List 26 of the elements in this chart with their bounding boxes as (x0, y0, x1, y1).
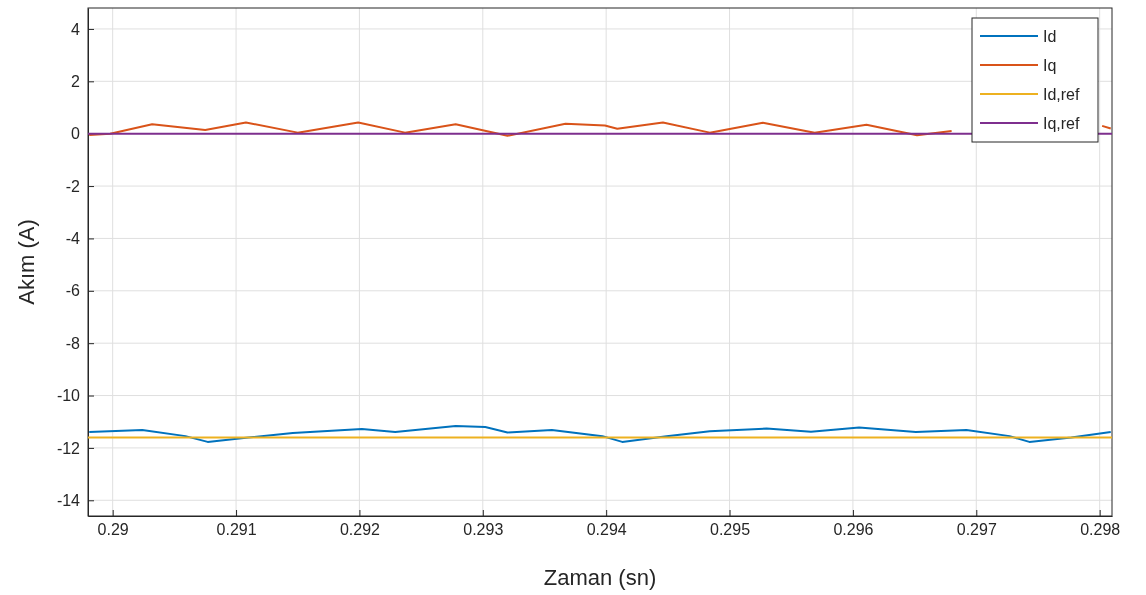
legend-label: Iq,ref (1043, 115, 1081, 132)
y-tick-label: 0 (71, 125, 81, 143)
x-tick-label: 0.296 (833, 521, 874, 539)
x-tick-label: 0.29 (97, 521, 129, 539)
x-tick-label: 0.294 (586, 521, 627, 539)
y-tick-label: -6 (65, 282, 81, 300)
y-tick-label: -8 (65, 334, 81, 352)
legend-label: Id,ref (1043, 86, 1081, 103)
x-tick-label: 0.295 (710, 521, 751, 539)
x-axis-title: Zaman (sn) (543, 565, 657, 590)
x-tick-label: 0.291 (216, 521, 257, 539)
x-tick-label: 0.293 (463, 521, 504, 539)
line-series (88, 424, 1112, 443)
x-tick-label: 0.292 (339, 521, 381, 539)
y-tick-label: 2 (71, 72, 81, 90)
y-tick-label: -14 (56, 491, 81, 509)
y-tick-label: -4 (65, 230, 81, 248)
y-tick-label: -12 (56, 439, 81, 457)
y-axis-title: Akım (A) (14, 219, 39, 305)
y-tick-label: -10 (56, 387, 81, 405)
legend-label: Id (1043, 28, 1057, 45)
x-tick-label: 0.297 (956, 521, 997, 539)
y-tick-label: 4 (71, 20, 81, 38)
legend-label: Iq (1043, 57, 1057, 74)
x-tick-label: 0.298 (1080, 521, 1121, 539)
y-tick-label: -2 (65, 177, 81, 195)
